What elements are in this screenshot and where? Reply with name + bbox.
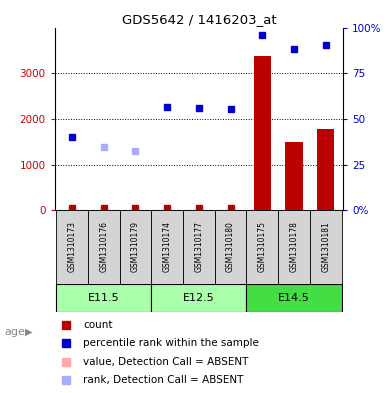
Text: ▶: ▶ [25,327,33,337]
Text: age: age [4,327,25,337]
Text: GSM1310175: GSM1310175 [258,222,267,272]
Text: E12.5: E12.5 [183,293,215,303]
Text: GSM1310174: GSM1310174 [163,222,172,272]
Text: E11.5: E11.5 [88,293,120,303]
Bar [151,210,183,283]
Text: value, Detection Call = ABSENT: value, Detection Call = ABSENT [83,357,249,367]
Bar [56,283,151,312]
Text: GSM1310173: GSM1310173 [67,222,76,272]
Bar [310,210,342,283]
Bar [56,210,88,283]
Bar [278,210,310,283]
Bar [120,210,151,283]
Text: GSM1310180: GSM1310180 [226,222,235,272]
Bar [246,283,342,312]
Text: GSM1310181: GSM1310181 [321,222,330,272]
Text: count: count [83,320,113,330]
Bar [88,210,120,283]
Text: GSM1310179: GSM1310179 [131,222,140,272]
Bar [254,56,271,210]
Bar [317,129,335,210]
Text: GSM1310178: GSM1310178 [289,222,298,272]
Text: E14.5: E14.5 [278,293,310,303]
Bar [183,210,215,283]
Bar [151,283,246,312]
Title: GDS5642 / 1416203_at: GDS5642 / 1416203_at [122,13,276,26]
Bar [285,142,303,210]
Text: rank, Detection Call = ABSENT: rank, Detection Call = ABSENT [83,375,244,385]
Bar [246,210,278,283]
Text: GSM1310176: GSM1310176 [99,222,108,272]
Text: percentile rank within the sample: percentile rank within the sample [83,338,259,349]
Bar [215,210,246,283]
Text: GSM1310177: GSM1310177 [194,222,204,272]
